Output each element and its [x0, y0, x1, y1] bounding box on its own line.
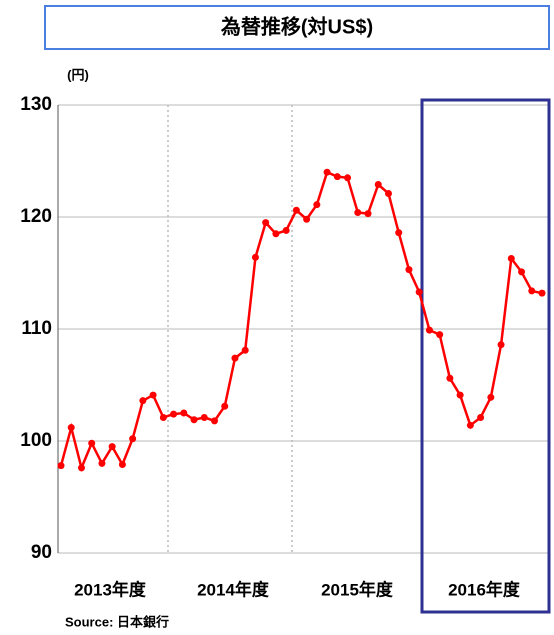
- point: [487, 393, 495, 401]
- point: [313, 201, 321, 209]
- point: [180, 409, 188, 417]
- y-tick-label: 90: [31, 542, 52, 563]
- point: [507, 254, 515, 262]
- point: [262, 219, 270, 227]
- point: [466, 421, 474, 429]
- point: [170, 410, 178, 418]
- point: [538, 289, 546, 297]
- point: [518, 268, 526, 276]
- point: [139, 397, 147, 405]
- point: [200, 413, 208, 421]
- point: [108, 443, 116, 451]
- point: [374, 181, 382, 189]
- x-category-label: 2014年度: [197, 579, 270, 599]
- y-tick-label: 130: [20, 94, 52, 115]
- point: [477, 413, 485, 421]
- point: [67, 424, 75, 432]
- point: [405, 266, 413, 274]
- point: [364, 210, 372, 218]
- point: [303, 215, 311, 223]
- point: [456, 391, 464, 399]
- point: [354, 209, 362, 217]
- point: [272, 230, 280, 238]
- y-tick-label: 100: [20, 430, 52, 451]
- point: [436, 331, 444, 339]
- point: [384, 189, 392, 197]
- point: [251, 253, 259, 261]
- point: [344, 174, 352, 182]
- point: [528, 287, 536, 295]
- y-tick-label: 120: [20, 206, 52, 227]
- chart-title: 為替推移(対US$): [221, 14, 373, 38]
- highlight-box: [420, 98, 551, 614]
- point: [129, 435, 137, 443]
- point: [446, 374, 454, 382]
- x-category-label: 2015年度: [321, 579, 394, 599]
- point: [425, 326, 433, 334]
- point: [231, 354, 239, 362]
- point: [415, 288, 423, 296]
- point: [149, 391, 157, 399]
- point: [323, 168, 331, 176]
- y-tick-label: 110: [21, 318, 52, 339]
- point: [221, 402, 229, 410]
- point: [241, 346, 249, 354]
- title-box: [44, 5, 550, 50]
- point: [497, 341, 505, 349]
- line: [59, 170, 543, 472]
- point: [333, 173, 341, 181]
- point: [77, 464, 85, 472]
- point: [190, 416, 198, 424]
- point: [88, 439, 96, 447]
- x-category-label: 2013年度: [74, 579, 147, 599]
- source: Source: 日本銀行: [65, 614, 169, 629]
- point: [118, 461, 126, 469]
- point: [211, 417, 219, 425]
- point: [395, 229, 403, 237]
- point: [282, 226, 290, 234]
- x-category-label: 2016年度: [448, 579, 521, 599]
- y-axis-label: (円): [67, 67, 89, 82]
- point: [98, 459, 106, 467]
- point: [159, 413, 167, 421]
- point: [292, 206, 300, 214]
- point: [57, 462, 65, 470]
